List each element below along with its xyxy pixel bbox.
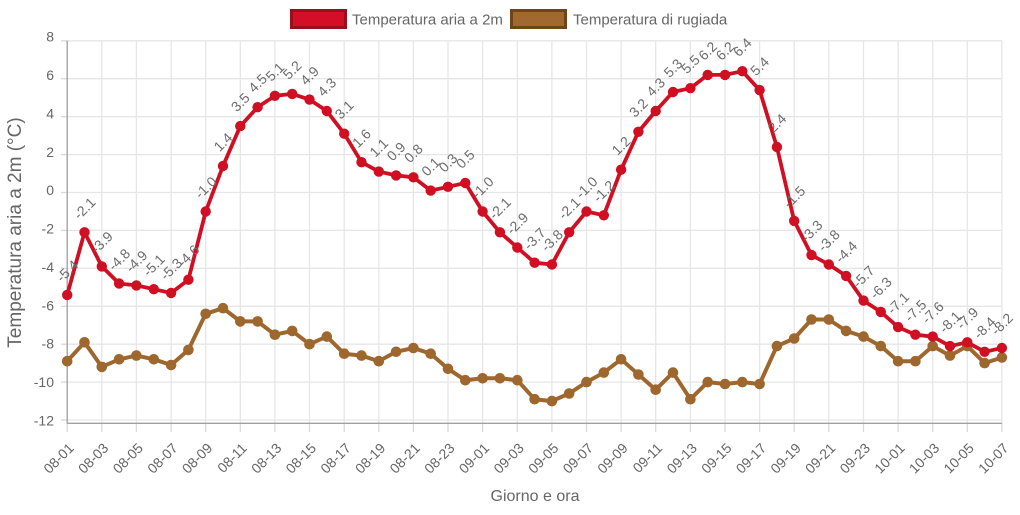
svg-text:Temperatura aria a 2m: Temperatura aria a 2m	[352, 12, 503, 29]
svg-text:Temperatura di rugiada: Temperatura di rugiada	[573, 12, 728, 29]
svg-text:0: 0	[46, 182, 54, 198]
svg-text:-6: -6	[42, 297, 55, 313]
svg-text:4: 4	[46, 106, 54, 122]
svg-text:-12: -12	[34, 413, 54, 429]
svg-text:-8: -8	[42, 336, 55, 352]
svg-text:2: 2	[46, 144, 54, 160]
svg-text:-2: -2	[42, 221, 55, 237]
svg-text:6: 6	[46, 67, 54, 83]
svg-text:Temperatura aria a 2m (°C): Temperatura aria a 2m (°C)	[5, 117, 26, 347]
svg-text:Giorno e ora: Giorno e ora	[491, 488, 580, 505]
svg-text:-4: -4	[42, 259, 55, 275]
svg-text:-10: -10	[34, 374, 54, 390]
svg-text:8: 8	[46, 29, 54, 45]
